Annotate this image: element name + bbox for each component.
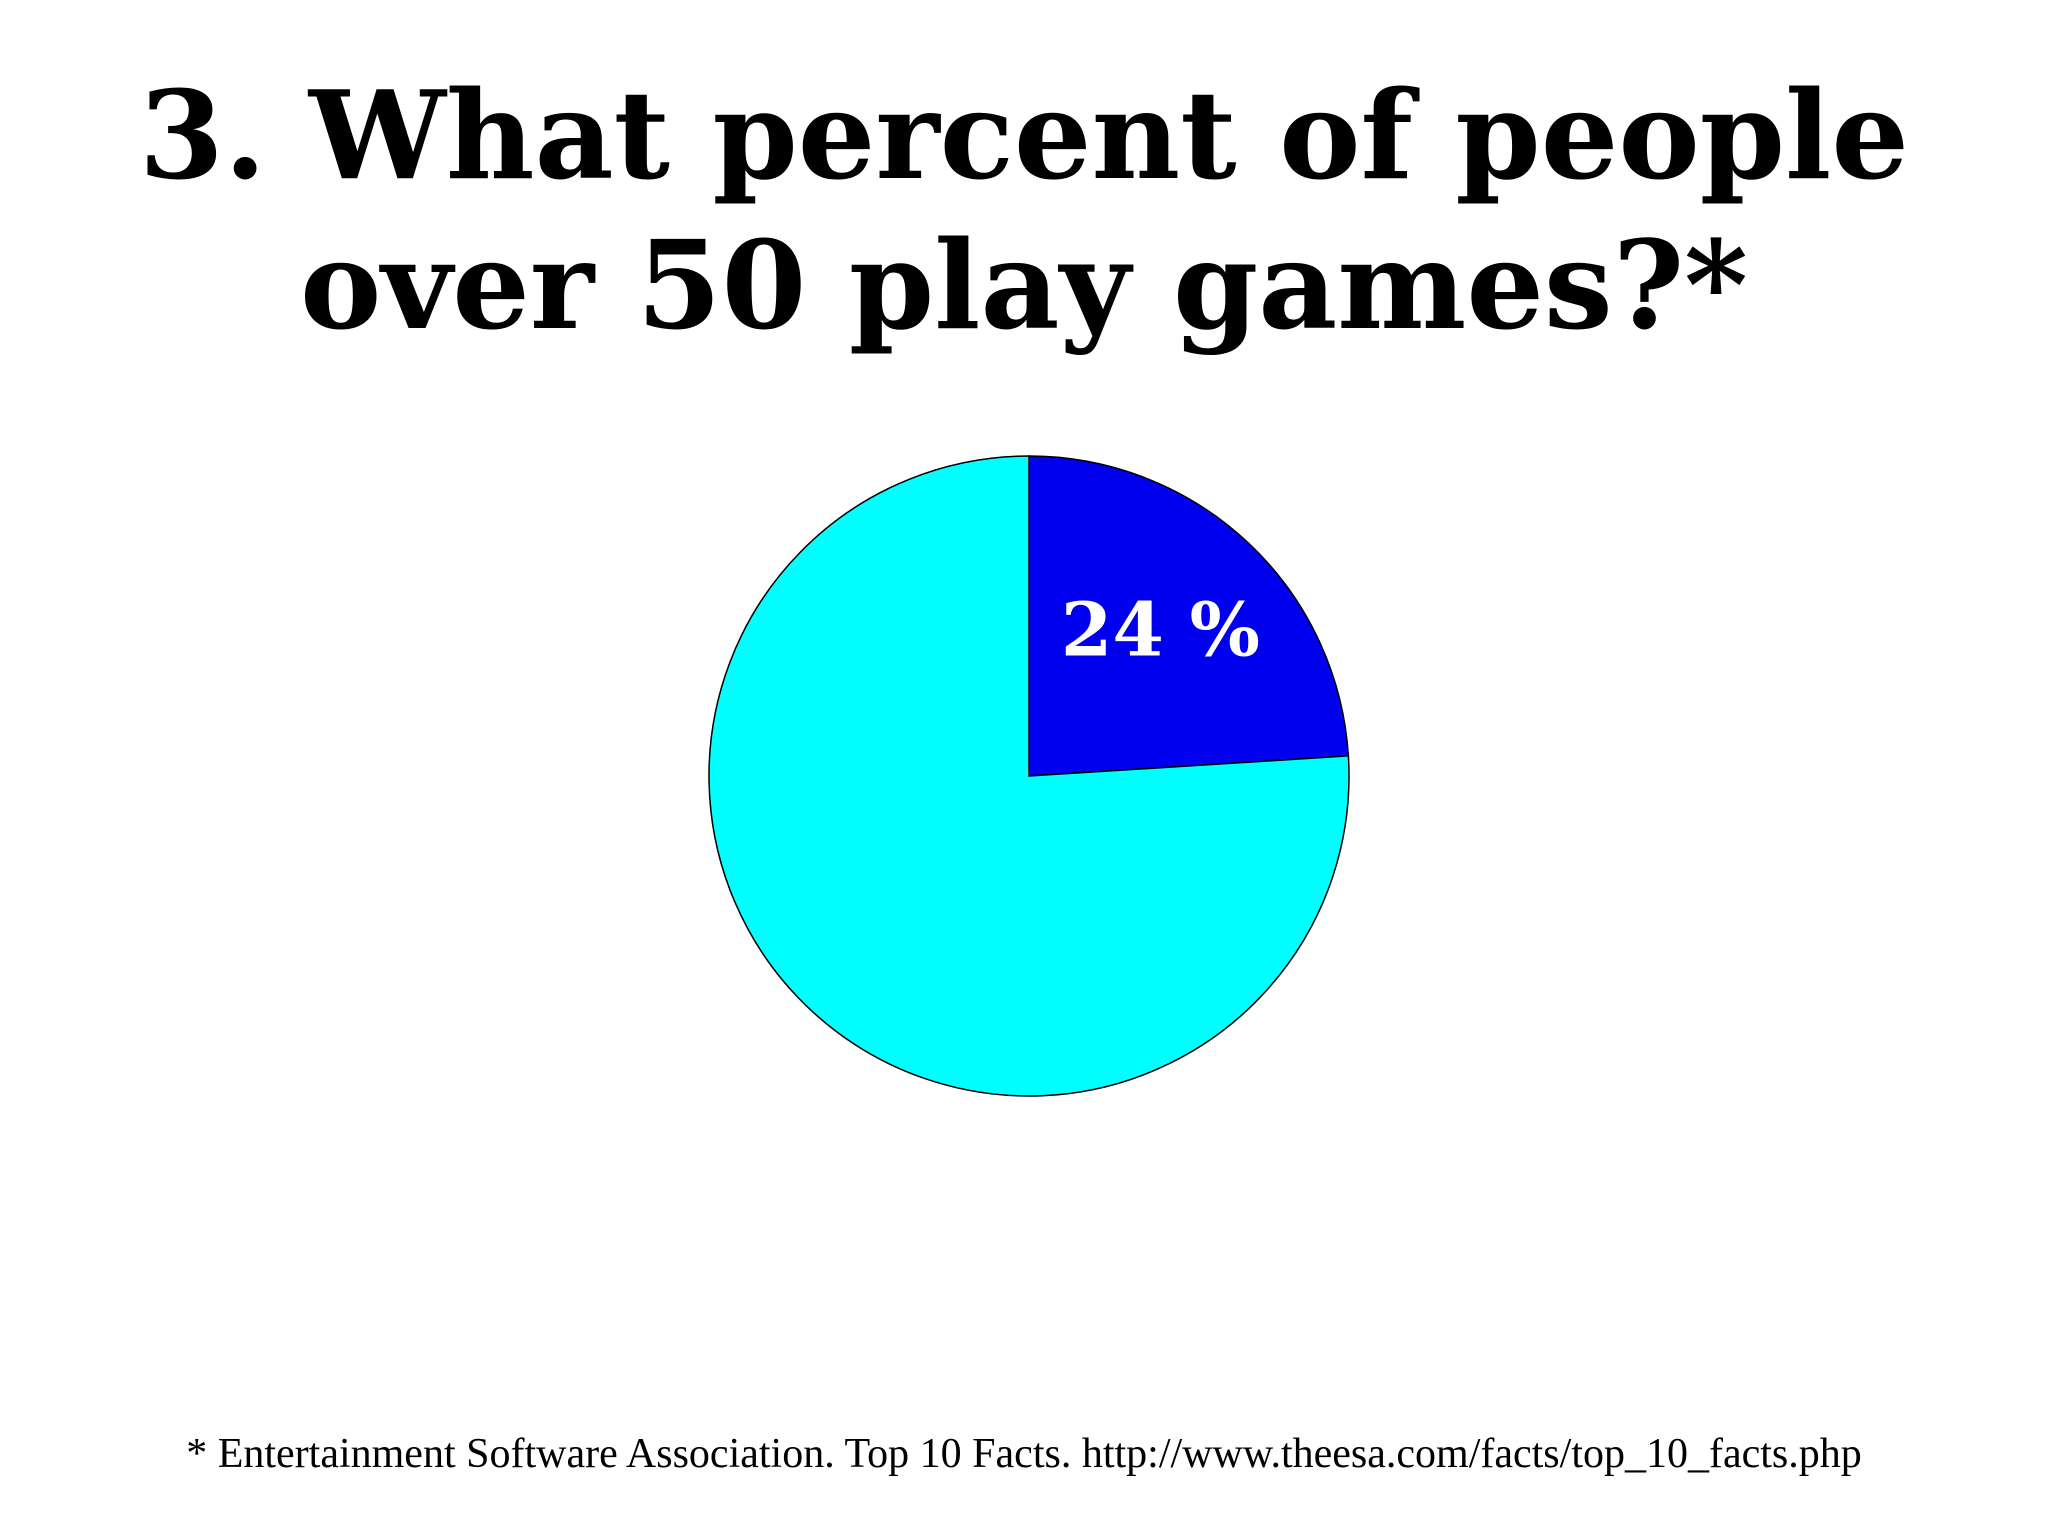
chart-title: 3. What percent of people over 50 play g… <box>139 63 1909 357</box>
pie-slice <box>1028 455 1350 777</box>
slice-label: 24 % <box>1061 588 1260 674</box>
pie-slice <box>708 455 1350 1097</box>
source-note: * Entertainment Software Association. To… <box>186 1431 1862 1477</box>
